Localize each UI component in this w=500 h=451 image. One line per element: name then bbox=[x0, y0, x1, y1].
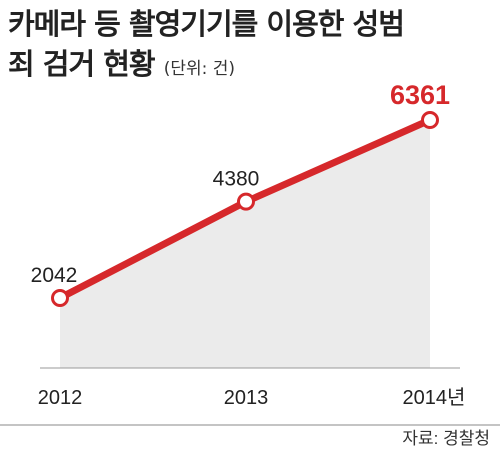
value-label: 6361 bbox=[390, 80, 450, 110]
x-tick-label: 2013 bbox=[224, 387, 269, 409]
point bbox=[51, 289, 69, 307]
point bbox=[237, 192, 255, 211]
point bbox=[421, 111, 439, 129]
unit-label: (단위: 건) bbox=[163, 59, 236, 79]
value-label: 2042 bbox=[31, 264, 78, 287]
source: 자료: 경찰청 bbox=[402, 429, 490, 448]
x-tick-label: 2014년 bbox=[403, 386, 466, 409]
value-label: 4380 bbox=[213, 168, 260, 191]
chart-title: 카메라 등 촬영기기를 이용한 성범죄 검거 현황 bbox=[8, 7, 405, 81]
x-tick-label: 2012 bbox=[38, 387, 83, 409]
area bbox=[60, 120, 430, 368]
chart-title-block: 카메라 등 촬영기기를 이용한 성범죄 검거 현황 (단위: 건) bbox=[8, 4, 408, 89]
